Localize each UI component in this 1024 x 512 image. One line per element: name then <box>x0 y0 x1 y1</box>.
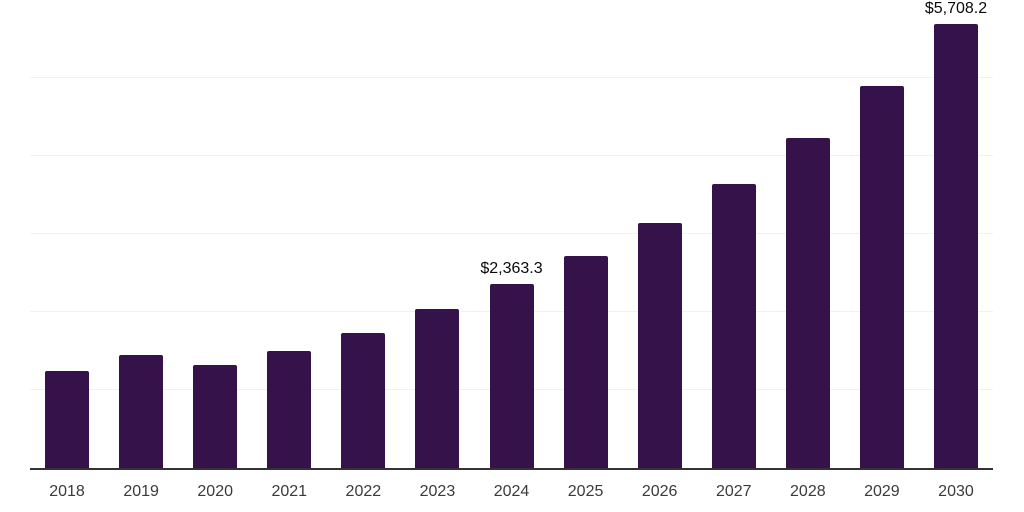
bar-slot-2020 <box>178 0 252 468</box>
bar-2027 <box>711 184 756 468</box>
bar-2018 <box>45 370 90 468</box>
x-tick-label-2019: 2019 <box>123 483 159 500</box>
bar-value-label-2030: $5,708.2 <box>924 0 988 17</box>
x-tick-label-2018: 2018 <box>49 483 85 500</box>
bar-slot-2025 <box>549 0 623 468</box>
bar-2029 <box>859 85 904 468</box>
bar-value-label-2024: $2,363.3 <box>480 259 543 277</box>
x-tick-label-2024: 2024 <box>493 483 530 500</box>
gridline <box>30 77 993 78</box>
bar-slot-2023 <box>400 0 474 468</box>
x-tick-label-2025: 2025 <box>567 483 604 500</box>
bar-slot-2030: $5,708.2 <box>919 0 993 468</box>
x-tick-label-2030: 2030 <box>938 483 974 500</box>
x-tick-label-2021: 2021 <box>271 483 308 500</box>
bar-2019 <box>119 355 164 468</box>
bar-2030 <box>933 24 978 468</box>
bar-slot-2022 <box>326 0 400 468</box>
x-axis-tick-labels: 2018 2019 2020 2021 2022 2023 2024 2025 2026 2027… <box>30 470 993 501</box>
bar-2024 <box>489 283 534 468</box>
bar-2028 <box>785 138 830 468</box>
x-tick-label-2029: 2029 <box>864 483 900 500</box>
bar-2023 <box>415 308 460 468</box>
bar-2022 <box>341 332 386 468</box>
bar-slot-2018 <box>30 0 104 468</box>
x-tick-label-2022: 2022 <box>345 483 382 500</box>
bar-slot-2021 <box>252 0 326 468</box>
bar-slot-2029 <box>845 0 919 468</box>
bar-slot-2024: $2,363.3 <box>474 0 548 468</box>
x-tick-label-2027: 2027 <box>715 483 752 500</box>
bar-2025 <box>563 255 608 468</box>
bars-row: $2,363.3 $5,708.2 <box>30 0 993 468</box>
x-tick-label-2026: 2026 <box>641 483 678 500</box>
bar-2026 <box>637 223 682 468</box>
x-tick-label-2023: 2023 <box>419 483 456 500</box>
bar-slot-2019 <box>104 0 178 468</box>
bar-2020 <box>193 365 238 468</box>
gridline <box>30 155 993 157</box>
bar-2021 <box>267 350 312 468</box>
plot-area: $2,363.3 $5,708.2 <box>30 0 993 470</box>
bar-slot-2028 <box>771 0 845 468</box>
gridline <box>30 233 993 234</box>
x-tick-label-2020: 2020 <box>197 483 233 500</box>
bar-slot-2027 <box>697 0 771 468</box>
x-tick-label-2028: 2028 <box>790 483 826 500</box>
bar-slot-2026 <box>623 0 697 468</box>
